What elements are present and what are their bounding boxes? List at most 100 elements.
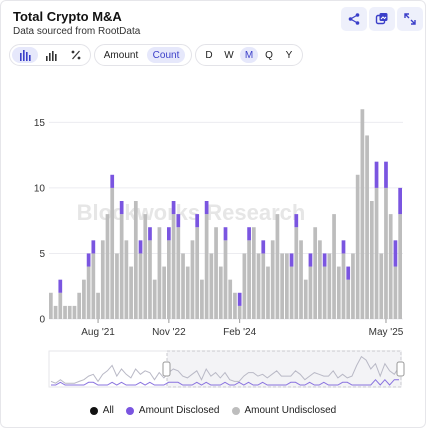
bar-undisclosed[interactable]	[110, 187, 115, 319]
bar-undisclosed[interactable]	[351, 253, 355, 319]
bar-undisclosed[interactable]	[237, 305, 242, 319]
bar-undisclosed[interactable]	[233, 292, 237, 319]
bar-undisclosed[interactable]	[58, 292, 63, 319]
bar-undisclosed[interactable]	[115, 253, 119, 319]
bar-disclosed[interactable]	[119, 201, 124, 215]
bar-disclosed[interactable]	[294, 214, 299, 228]
bar-undisclosed[interactable]	[374, 187, 379, 319]
bar-undisclosed[interactable]	[346, 279, 351, 319]
bar-undisclosed[interactable]	[266, 266, 270, 319]
bar-undisclosed[interactable]	[270, 240, 275, 319]
bar-disclosed[interactable]	[171, 201, 176, 215]
bar-undisclosed[interactable]	[133, 201, 138, 319]
range-navigator[interactable]	[48, 350, 405, 388]
bar-undisclosed[interactable]	[82, 279, 86, 319]
bar-disclosed[interactable]	[110, 174, 115, 188]
interval-year-button[interactable]: Y	[285, 49, 293, 61]
bar-undisclosed[interactable]	[308, 266, 313, 319]
bar-undisclosed[interactable]	[49, 292, 53, 319]
bar-disclosed[interactable]	[237, 292, 242, 306]
bar-undisclosed[interactable]	[303, 279, 308, 319]
bar-undisclosed[interactable]	[388, 214, 393, 319]
bar-disclosed[interactable]	[148, 227, 152, 241]
bar-undisclosed[interactable]	[91, 253, 96, 319]
bar-undisclosed[interactable]	[105, 214, 110, 319]
bar-disclosed[interactable]	[346, 266, 351, 280]
bar-undisclosed[interactable]	[379, 253, 384, 319]
bar-undisclosed[interactable]	[77, 292, 82, 319]
bar-disclosed[interactable]	[341, 240, 346, 254]
bar-disclosed[interactable]	[58, 279, 63, 293]
bar-undisclosed[interactable]	[67, 305, 72, 319]
bar-undisclosed[interactable]	[223, 240, 228, 319]
bar-undisclosed[interactable]	[360, 109, 365, 319]
bar-undisclosed[interactable]	[322, 266, 327, 319]
legend-item-all[interactable]: All	[89, 405, 114, 416]
bar-undisclosed[interactable]	[162, 266, 166, 319]
bar-disclosed[interactable]	[91, 240, 96, 254]
bar-undisclosed[interactable]	[176, 227, 181, 319]
bar-disclosed[interactable]	[195, 214, 200, 228]
bar-undisclosed[interactable]	[138, 253, 143, 319]
bar-undisclosed[interactable]	[209, 253, 214, 319]
bar-undisclosed[interactable]	[294, 227, 299, 319]
bar-undisclosed[interactable]	[72, 305, 77, 319]
bar-disclosed[interactable]	[308, 253, 313, 267]
bar-disclosed[interactable]	[261, 240, 266, 254]
bar-undisclosed[interactable]	[204, 214, 209, 319]
bar-undisclosed[interactable]	[384, 187, 388, 319]
bar-undisclosed[interactable]	[251, 227, 256, 319]
bar-undisclosed[interactable]	[96, 292, 100, 319]
bar-undisclosed[interactable]	[195, 227, 200, 319]
bar-undisclosed[interactable]	[124, 240, 129, 319]
bar-undisclosed[interactable]	[171, 214, 176, 319]
bar-undisclosed[interactable]	[398, 214, 402, 319]
bar-undisclosed[interactable]	[332, 214, 336, 319]
interval-week-button[interactable]: W	[224, 49, 234, 61]
interval-quarter-button[interactable]: Q	[265, 49, 273, 61]
bar-undisclosed[interactable]	[299, 240, 303, 319]
bar-disclosed[interactable]	[138, 240, 143, 254]
navigator-window[interactable]	[166, 350, 402, 388]
bar-undisclosed[interactable]	[228, 279, 233, 319]
bar-undisclosed[interactable]	[242, 253, 247, 319]
bar-undisclosed[interactable]	[369, 201, 374, 319]
bar-disclosed[interactable]	[223, 227, 228, 241]
gallery-button[interactable]	[369, 7, 395, 31]
bar-undisclosed[interactable]	[63, 305, 67, 319]
interval-day-button[interactable]: D	[205, 49, 213, 61]
bar-undisclosed[interactable]	[214, 227, 218, 319]
share-button[interactable]	[341, 7, 367, 31]
navigator-right-handle[interactable]	[396, 361, 405, 377]
bar-undisclosed[interactable]	[280, 253, 284, 319]
bar-undisclosed[interactable]	[185, 266, 190, 319]
bar-undisclosed[interactable]	[129, 266, 133, 319]
stacked-bar-button[interactable]	[38, 47, 64, 63]
legend-item-disclosed[interactable]: Amount Disclosed	[125, 405, 220, 416]
bar-disclosed[interactable]	[247, 227, 251, 241]
bar-disclosed[interactable]	[393, 240, 398, 267]
bar-disclosed[interactable]	[167, 227, 171, 241]
bar-undisclosed[interactable]	[190, 240, 195, 319]
bar-undisclosed[interactable]	[393, 266, 398, 319]
metric-amount-button[interactable]: Amount	[103, 49, 139, 61]
interval-month-button[interactable]: M	[240, 47, 258, 63]
bar-disclosed[interactable]	[398, 187, 402, 215]
bar-disclosed[interactable]	[176, 214, 181, 228]
bar-chart-button[interactable]	[12, 47, 38, 63]
bar-undisclosed[interactable]	[167, 240, 171, 319]
bar-undisclosed[interactable]	[355, 174, 360, 319]
bar-undisclosed[interactable]	[365, 135, 369, 319]
bar-undisclosed[interactable]	[100, 240, 105, 319]
bar-undisclosed[interactable]	[256, 253, 261, 319]
navigator-left-handle[interactable]	[162, 361, 171, 377]
bar-undisclosed[interactable]	[313, 227, 318, 319]
bar-undisclosed[interactable]	[143, 214, 148, 319]
bar-undisclosed[interactable]	[53, 305, 58, 319]
percent-button[interactable]	[64, 47, 88, 63]
bar-undisclosed[interactable]	[218, 266, 223, 319]
bar-undisclosed[interactable]	[157, 227, 162, 319]
bar-disclosed[interactable]	[86, 253, 91, 267]
bar-disclosed[interactable]	[289, 253, 294, 267]
bar-undisclosed[interactable]	[261, 253, 266, 319]
